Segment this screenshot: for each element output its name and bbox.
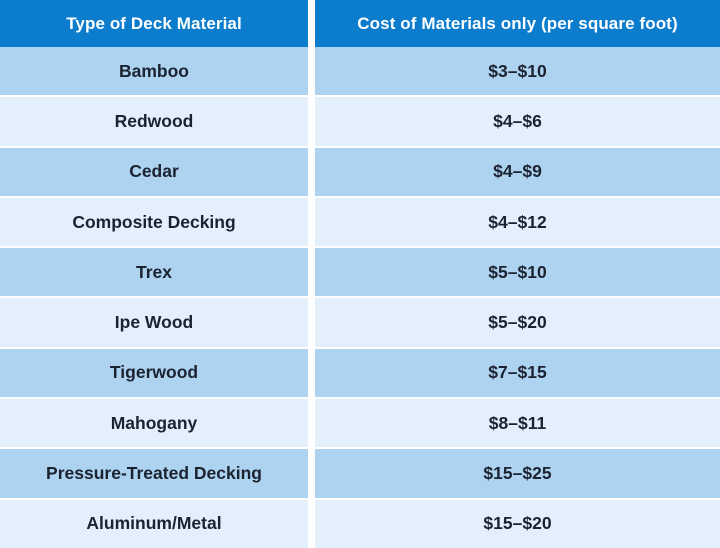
material-cell: Mahogany (0, 399, 308, 448)
material-cell: Pressure-Treated Decking (0, 449, 308, 498)
table-row: Bamboo $3–$10 (0, 47, 720, 96)
column-gap (308, 97, 315, 146)
material-cell: Trex (0, 248, 308, 297)
column-header-material: Type of Deck Material (0, 0, 308, 47)
material-cell: Tigerwood (0, 348, 308, 398)
material-cell: Composite Decking (0, 197, 308, 247)
table-body: Bamboo $3–$10 Redwood $4–$6 Cedar $4–$9 Compos… (0, 47, 720, 548)
table-row: Tigerwood $7–$15 (0, 346, 720, 398)
column-gap (308, 47, 315, 96)
column-gap (308, 0, 315, 47)
table-row: Composite Decking $4–$12 (0, 195, 720, 247)
table-row: Redwood $4–$6 (0, 95, 720, 146)
table-row: Mahogany $8–$11 (0, 397, 720, 448)
material-cell: Redwood (0, 97, 308, 146)
cost-cell: $4–$6 (315, 97, 720, 146)
column-gap (308, 248, 315, 297)
material-cell: Aluminum/Metal (0, 499, 308, 548)
table-row: Aluminum/Metal $15–$20 (0, 497, 720, 548)
cost-cell: $15–$25 (315, 449, 720, 498)
table-row: Pressure-Treated Decking $15–$25 (0, 447, 720, 498)
column-gap (308, 399, 315, 448)
cost-cell: $8–$11 (315, 399, 720, 448)
column-gap (308, 147, 315, 196)
table-header-row: Type of Deck Material Cost of Materials … (0, 0, 720, 47)
column-header-cost: Cost of Materials only (per square foot) (315, 0, 720, 47)
cost-cell: $15–$20 (315, 499, 720, 548)
column-gap (308, 499, 315, 548)
column-gap (308, 197, 315, 247)
table-row: Cedar $4–$9 (0, 145, 720, 196)
cost-cell: $5–$10 (315, 248, 720, 297)
column-gap (308, 298, 315, 347)
cost-cell: $3–$10 (315, 47, 720, 96)
column-gap (308, 348, 315, 398)
material-cell: Ipe Wood (0, 298, 308, 347)
cost-cell: $7–$15 (315, 348, 720, 398)
cost-cell: $5–$20 (315, 298, 720, 347)
table-row: Trex $5–$10 (0, 246, 720, 297)
material-cell: Bamboo (0, 47, 308, 96)
column-gap (308, 449, 315, 498)
table-row: Ipe Wood $5–$20 (0, 296, 720, 347)
material-cell: Cedar (0, 147, 308, 196)
cost-cell: $4–$9 (315, 147, 720, 196)
cost-cell: $4–$12 (315, 197, 720, 247)
